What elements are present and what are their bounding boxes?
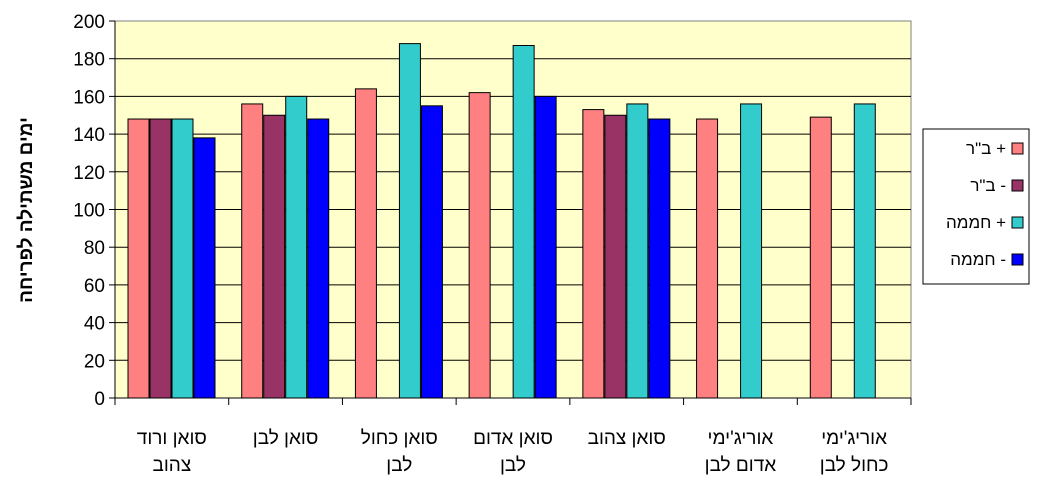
bars <box>127 43 876 399</box>
legend-swatch <box>1011 216 1024 229</box>
legend-swatch <box>1011 253 1024 266</box>
legend-swatch <box>1011 142 1024 155</box>
legend-box <box>922 128 1030 285</box>
bar <box>398 43 421 399</box>
bar <box>127 118 150 399</box>
x-category-label: סואן כחול <box>361 428 438 449</box>
legend-label: חממה - <box>950 250 1006 269</box>
y-tick-label: 100 <box>73 201 105 222</box>
axes <box>109 20 912 405</box>
x-category-label: לבן <box>386 455 412 476</box>
y-axis-label: ימים משתילה לפריחה <box>16 117 37 303</box>
bar <box>853 103 876 399</box>
y-tick-label: 180 <box>73 50 105 71</box>
bar <box>582 109 605 399</box>
legend: ב"ר + ב"ר - חממה + חממה - <box>922 128 1030 285</box>
x-category-label: סואן לבן <box>253 428 319 449</box>
y-tick-label: 60 <box>84 276 105 297</box>
x-category-label: כחול לבן <box>820 455 889 476</box>
bar <box>626 103 649 399</box>
y-tick-label: 160 <box>73 87 105 108</box>
bar <box>263 114 286 399</box>
bar <box>354 88 377 399</box>
bar <box>149 118 172 399</box>
x-category-label: צהוב <box>153 455 192 476</box>
bar <box>420 105 443 399</box>
bar <box>534 95 557 399</box>
x-category-label: אוריג'ימי <box>821 428 887 449</box>
x-category-labels: סואן ורוד צהוב סואן לבן סואן כחול לבן סואן אד… <box>137 428 889 476</box>
bar <box>193 137 216 399</box>
y-tick-label: 0 <box>94 389 105 410</box>
bar <box>604 114 627 399</box>
bar <box>648 118 671 399</box>
legend-label: חממה + <box>946 213 1006 232</box>
legend-swatch <box>1011 179 1024 192</box>
legend-label: ב"ר + <box>966 139 1006 158</box>
bar <box>171 118 194 399</box>
x-category-label: סואן צהוב <box>588 428 666 449</box>
bar <box>512 45 535 399</box>
bar <box>285 95 308 399</box>
y-tick-label: 140 <box>73 125 105 146</box>
bar <box>468 92 491 399</box>
y-tick-label: 20 <box>84 351 105 372</box>
bar <box>740 103 763 399</box>
bar <box>696 118 719 399</box>
y-tick-label: 120 <box>73 163 105 184</box>
y-tick-label: 80 <box>84 238 105 259</box>
x-category-label: אוריג'ימי <box>708 428 774 449</box>
legend-label: ב"ר - <box>970 176 1006 195</box>
bar <box>307 118 330 399</box>
bar <box>241 103 264 399</box>
y-tick-labels: 0 20 40 60 80 100 120 140 160 180 200 <box>73 12 105 410</box>
x-category-label: סואן ורוד <box>137 428 207 449</box>
y-tick-label: 200 <box>73 12 105 33</box>
y-tick-label: 40 <box>84 314 105 335</box>
x-category-label: סואן אדום <box>473 428 553 449</box>
bar <box>809 116 832 399</box>
x-category-label: לבן <box>500 455 526 476</box>
x-category-label: אדום לבן <box>705 455 777 476</box>
